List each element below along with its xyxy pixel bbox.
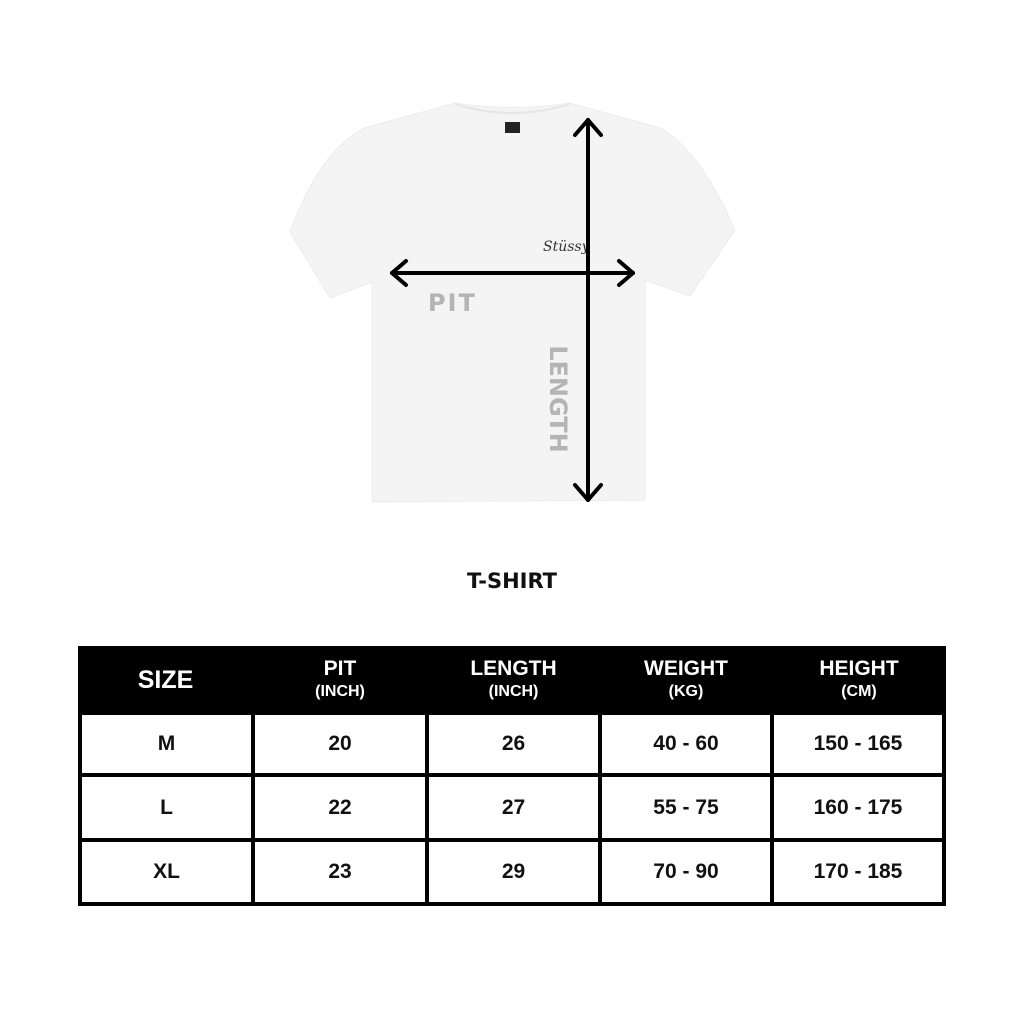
tshirt-diagram: Stüssy [289, 102, 736, 503]
header-cell: WEIGHT (KG) [600, 646, 772, 713]
header-unit: (INCH) [488, 682, 539, 700]
table-cell: 20 [255, 715, 425, 773]
collar [454, 103, 571, 114]
chart-title: T-SHIRT [466, 569, 558, 593]
table-cell: 150 - 165 [774, 715, 942, 773]
table-cell: 23 [255, 842, 425, 902]
table-cell: 22 [255, 777, 425, 838]
table-cell: L [82, 777, 251, 838]
table-cell: 160 - 175 [774, 777, 942, 838]
table-cell: 40 - 60 [602, 715, 770, 773]
header-label: SIZE [137, 665, 194, 694]
header-unit: (CM) [841, 682, 877, 700]
header-cell: LENGTH (INCH) [427, 646, 600, 713]
table-cell: 26 [429, 715, 598, 773]
header-label: WEIGHT [644, 656, 728, 680]
table-cell: M [82, 715, 251, 773]
header-label: PIT [323, 656, 357, 680]
header-label: HEIGHT [819, 656, 899, 680]
header-cell: HEIGHT (CM) [772, 646, 946, 713]
header-cell: SIZE [78, 646, 253, 713]
header-unit: (INCH) [315, 682, 365, 700]
table-cell: XL [82, 842, 251, 902]
tshirt-shape [289, 102, 736, 503]
pit-arrow [390, 259, 635, 287]
length-label: LENGTH [544, 345, 572, 453]
size-table: SIZE PIT (INCH) LENGTH (INCH) WEIGHT (KG) HEIGH… [78, 646, 946, 906]
pit-label: PIT [428, 289, 477, 317]
table-cell: 55 - 75 [602, 777, 770, 838]
table-cell: 170 - 185 [774, 842, 942, 902]
table-cell: 70 - 90 [602, 842, 770, 902]
logo-script-icon: Stüssy [543, 239, 591, 255]
table-cell: 29 [429, 842, 598, 902]
table-cell: 27 [429, 777, 598, 838]
neck-label-icon [505, 122, 520, 133]
header-cell: PIT (INCH) [253, 646, 427, 713]
header-label: LENGTH [470, 656, 557, 680]
length-arrow [573, 118, 603, 502]
header-unit: (KG) [668, 682, 704, 700]
